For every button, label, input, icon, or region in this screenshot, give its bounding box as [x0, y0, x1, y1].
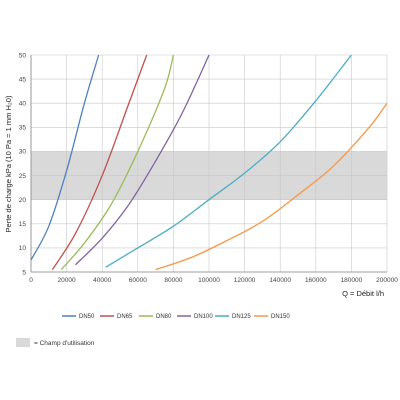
legend-item-dn65: DN65 [100, 314, 133, 320]
legend-label: DN80 [156, 314, 172, 320]
y-tick-label: 40 [19, 101, 27, 108]
y-tick-label: 35 [19, 125, 27, 132]
legend-label: DN125 [232, 314, 251, 320]
x-tick-label: 40000 [93, 277, 111, 284]
usage-band-note: = Champ d'utilisation [16, 338, 95, 347]
usage-band-swatch [16, 338, 30, 347]
legend-item-dn150: DN150 [254, 314, 290, 320]
tick-label-layer: 5 10 15 20 25 30 35 40 45 50 0 20000 40000 60000 80000… [19, 52, 398, 284]
series-line-dn80 [60, 54, 175, 271]
y-tick-label: 45 [19, 76, 27, 83]
series-line-dn150 [155, 102, 388, 271]
series-layer [30, 54, 388, 271]
y-tick-label: 25 [19, 173, 27, 180]
legend: DN50 DN65 DN80 DN100 DN125 DN150 [62, 314, 290, 320]
series-line-dn50 [30, 54, 100, 261]
series-line-dn65 [51, 54, 148, 270]
legend-item-dn125: DN125 [215, 314, 251, 320]
grid-layer [30, 54, 388, 273]
x-tick-label: 20000 [58, 277, 76, 284]
legend-label: DN65 [117, 314, 133, 320]
x-tick-label: 120000 [234, 277, 256, 284]
legend-item-dn50: DN50 [62, 314, 95, 320]
y-tick-label: 50 [19, 52, 27, 59]
x-tick-label: 180000 [341, 277, 363, 284]
y-tick-label: 30 [19, 149, 27, 156]
x-tick-label: 80000 [164, 277, 182, 284]
y-tick-label: 20 [19, 197, 27, 204]
x-tick-label: 60000 [129, 277, 147, 284]
x-tick-label: 140000 [269, 277, 291, 284]
y-tick-label: 10 [19, 245, 27, 252]
y-axis-label: Perte de charge kPa (10 Pa = 1 mm H₂0) [4, 95, 13, 232]
x-tick-label: 160000 [305, 277, 327, 284]
series-line-dn100 [75, 54, 210, 266]
usage-band-label: = Champ d'utilisation [34, 340, 95, 347]
legend-label: DN150 [271, 314, 290, 320]
x-axis-label: Q = Débit l/h [342, 289, 384, 298]
legend-label: DN100 [194, 314, 213, 320]
legend-item-dn100: DN100 [177, 314, 213, 320]
x-tick-label: 0 [29, 277, 33, 284]
legend-label: DN50 [79, 314, 95, 320]
legend-item-dn80: DN80 [139, 314, 172, 320]
series-line-dn125 [105, 54, 352, 268]
axis-layer [30, 55, 387, 273]
x-tick-label: 200000 [376, 277, 398, 284]
y-tick-label: 15 [19, 221, 27, 228]
y-tick-label: 5 [22, 269, 26, 276]
x-tick-label: 100000 [198, 277, 220, 284]
